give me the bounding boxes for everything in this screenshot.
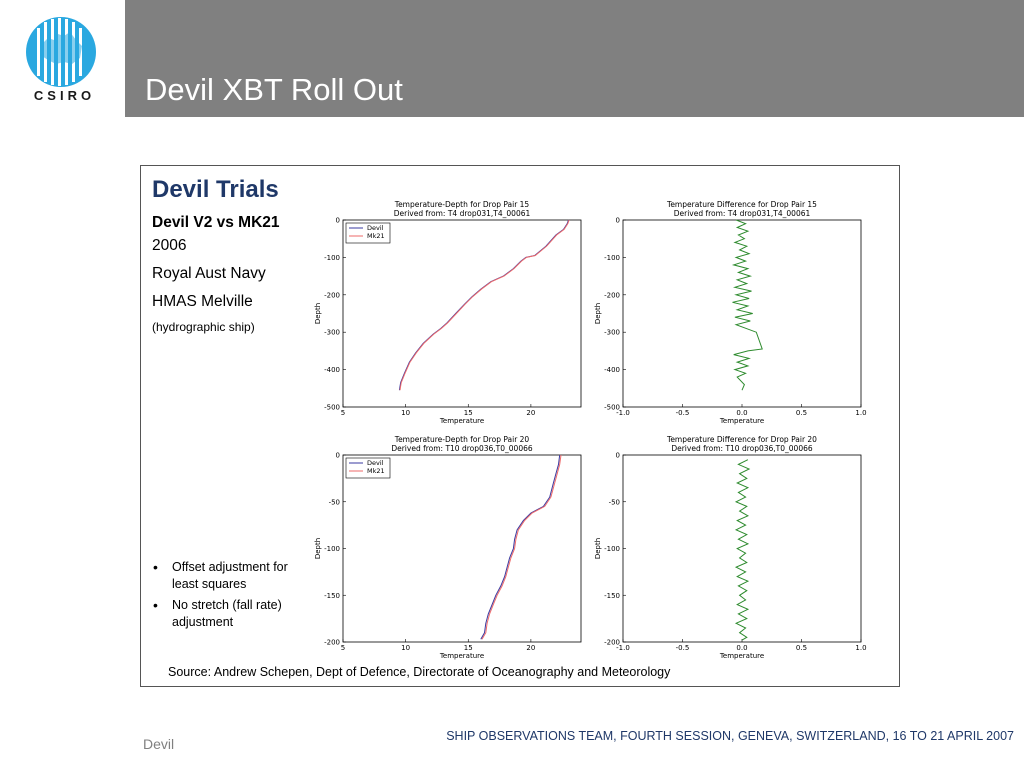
y-tick-label: -150 [604,592,620,600]
bullet-text: No stretch (fall rate) adjustment [172,598,282,629]
y-tick-label: -150 [324,592,340,600]
x-tick-label: 1.0 [855,644,866,652]
source-credit: Source: Andrew Schepen, Dept of Defence,… [168,665,671,679]
x-axis-label: Temperature [719,417,764,425]
year-text: 2006 [152,237,187,254]
ship-text: HMAS Melville [152,293,253,310]
legend-label: Mk21 [367,232,385,240]
title-bar: Devil XBT Roll Out [125,0,1024,117]
x-tick-label: 1.0 [855,409,866,417]
y-tick-label: 0 [336,217,340,225]
plot-area [342,219,582,408]
y-tick-label: -400 [324,366,340,374]
bullet-list: • Offset adjustment for least squares • … [152,559,312,635]
series-line [734,459,751,641]
series-line [399,219,570,391]
y-axis-label: Depth [594,303,602,324]
x-axis-label: Temperature [439,652,484,660]
y-tick-label: 0 [616,217,620,225]
comparison-subheading: Devil V2 vs MK21 [152,214,280,231]
y-tick-label: -50 [329,498,340,506]
x-tick-label: 0.5 [796,644,807,652]
y-tick-label: 0 [616,452,620,460]
x-tick-label: -0.5 [676,409,690,417]
y-tick-label: -200 [324,639,340,647]
legend-label: Devil [367,224,384,232]
series-line [731,219,763,391]
bullet-text: Offset adjustment for least squares [172,560,288,591]
x-tick-label: 15 [464,409,473,417]
bullet-icon: • [153,559,158,575]
y-tick-label: -200 [604,639,620,647]
plot-area [622,454,862,643]
y-tick-label: -100 [324,545,340,553]
y-tick-label: 0 [336,452,340,460]
x-tick-label: 15 [464,644,473,652]
chart-subtitle: Derived from: T4 drop031,T4_00061 [674,209,811,218]
x-tick-label: 10 [401,644,410,652]
bullet-icon: • [153,597,158,613]
y-axis-label: Depth [314,303,322,324]
chart-title: Temperature Difference for Drop Pair 20 [666,435,817,444]
chart-subtitle: Derived from: T10 drop036,T0_00066 [671,444,813,453]
csiro-globe-icon [26,17,96,87]
plot-area [342,454,582,643]
x-tick-label: 20 [526,644,535,652]
y-tick-label: -400 [604,366,620,374]
series-line [480,454,561,640]
x-tick-label: 5 [341,644,345,652]
x-tick-label: 0.0 [736,409,747,417]
chart-temp-depth-pair-20: Temperature-Depth for Drop Pair 20Derive… [314,435,582,660]
x-tick-label: -1.0 [616,409,630,417]
y-axis-label: Depth [594,538,602,559]
page-title: Devil XBT Roll Out [145,72,403,107]
bullet-item: • Offset adjustment for least squares [152,559,312,593]
legend-label: Devil [367,459,384,467]
chart-temp-depth-pair-15: Temperature-Depth for Drop Pair 15Derive… [314,200,582,425]
y-tick-label: -100 [604,254,620,262]
x-axis-label: Temperature [439,417,484,425]
footer-left-label: Devil [143,736,175,752]
organisation-text: Royal Aust Navy [152,265,266,282]
y-tick-label: -500 [324,404,340,412]
y-tick-label: -100 [604,545,620,553]
y-tick-label: -500 [604,404,620,412]
ship-note-text: (hydrographic ship) [152,320,255,334]
chart-subtitle: Derived from: T10 drop036,T0_00066 [391,444,533,453]
y-tick-label: -300 [604,329,620,337]
legend-label: Mk21 [367,467,385,475]
x-tick-label: 10 [401,409,410,417]
chart-title: Temperature-Depth for Drop Pair 15 [394,200,530,209]
chart-temp-diff-pair-20: Temperature Difference for Drop Pair 20D… [594,435,867,660]
footer-right-label: SHIP OBSERVATIONS TEAM, FOURTH SESSION, … [446,729,1014,743]
x-tick-label: 20 [526,409,535,417]
x-tick-label: 0.0 [736,644,747,652]
y-axis-label: Depth [314,538,322,559]
plot-area [622,219,862,408]
csiro-logo-text: CSIRO [33,88,96,103]
y-tick-label: -100 [324,254,340,262]
chart-title: Temperature-Depth for Drop Pair 20 [394,435,530,444]
chart-subtitle: Derived from: T4 drop031,T4_00061 [394,209,531,218]
y-tick-label: -300 [324,329,340,337]
csiro-logo: CSIRO [0,0,125,117]
y-tick-label: -200 [324,291,340,299]
x-tick-label: 5 [341,409,345,417]
x-tick-label: 0.5 [796,409,807,417]
y-tick-label: -200 [604,291,620,299]
chart-temp-diff-pair-15: Temperature Difference for Drop Pair 15D… [594,200,867,425]
devil-trials-heading: Devil Trials [152,176,279,203]
chart-title: Temperature Difference for Drop Pair 15 [666,200,817,209]
series-line [481,454,562,640]
y-tick-label: -50 [609,498,620,506]
x-axis-label: Temperature [719,652,764,660]
x-tick-label: -1.0 [616,644,630,652]
bullet-item: • No stretch (fall rate) adjustment [152,597,312,631]
x-tick-label: -0.5 [676,644,690,652]
